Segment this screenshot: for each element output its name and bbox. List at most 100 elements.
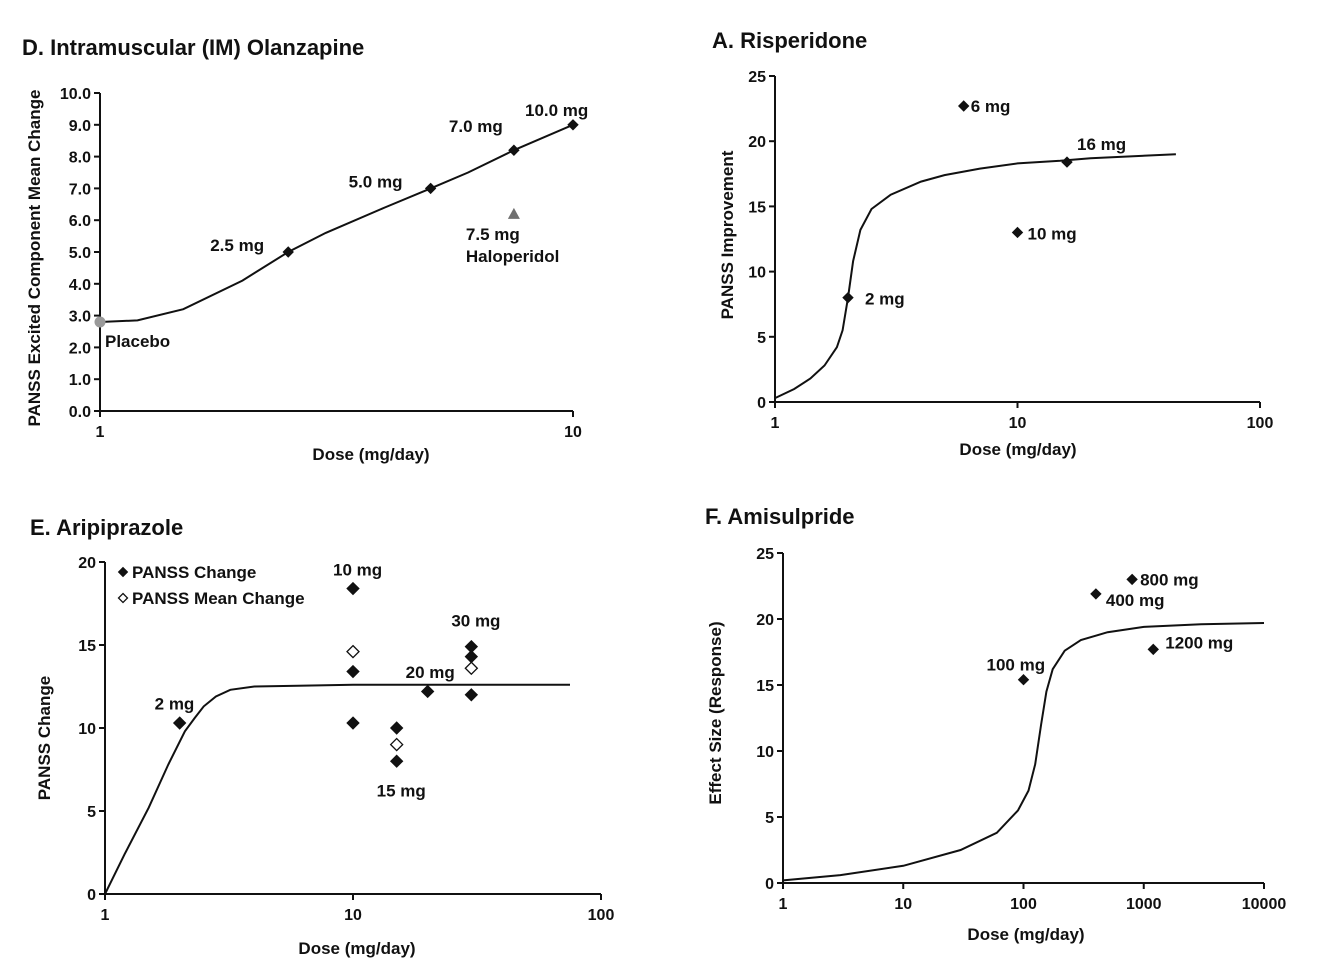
y-tick-label: 20: [756, 612, 774, 629]
chart-title: E. Aripiprazole: [30, 515, 183, 540]
data-point: [424, 182, 437, 195]
fit-curve: [104, 683, 570, 895]
data-point: [957, 100, 970, 112]
data-point: [1090, 588, 1102, 600]
data-point: [346, 664, 360, 679]
aripiprazole-panel: E. Aripiprazole Dose (mg/day) PANSS Change…: [30, 515, 614, 958]
y-tick-label: 0: [757, 395, 766, 412]
x-axis-label: Dose (mg/day): [967, 925, 1084, 944]
dose-label: 10 mg: [333, 561, 382, 580]
x-tick-label: 1: [771, 415, 780, 432]
y-tick-label: 5: [765, 810, 774, 827]
dose-label: 2 mg: [155, 694, 195, 713]
y-tick-label: 9.0: [69, 118, 91, 135]
x-tick-label: 100: [1247, 415, 1274, 432]
x-tick-label: 10000: [1242, 896, 1287, 913]
data-point: [1011, 226, 1024, 239]
y-tick-label: 1.0: [69, 372, 91, 389]
point-label: 16 mg: [1077, 135, 1126, 154]
y-tick-label: 10: [78, 721, 96, 738]
y-tick-label: 4.0: [69, 277, 91, 294]
x-tick-label: 10: [1009, 415, 1027, 432]
legend-marker: [117, 566, 129, 578]
x-tick-label: 1: [779, 896, 788, 913]
legend-label: PANSS Mean Change: [132, 589, 305, 608]
data-point-open: [346, 644, 360, 659]
x-tick-label: 100: [1010, 896, 1037, 913]
y-tick-label: 20: [78, 555, 96, 572]
x-tick-label: 1: [101, 907, 110, 924]
y-tick-label: 8.0: [69, 150, 91, 167]
point-label: 2 mg: [865, 290, 905, 309]
data-point: [346, 716, 360, 730]
y-tick-label: 10: [756, 744, 774, 761]
y-tick-label: 10: [748, 265, 766, 282]
y-axis-label: PANSS Improvement: [718, 150, 737, 319]
data-point: [282, 246, 294, 258]
dose-label: 15 mg: [377, 781, 426, 800]
chart-title: A. Risperidone: [712, 28, 867, 53]
y-tick-label: 7.0: [69, 181, 91, 198]
y-tick-label: 5: [87, 804, 96, 821]
y-tick-label: 25: [756, 546, 774, 563]
y-tick-label: 20: [748, 134, 766, 151]
x-axis-label: Dose (mg/day): [312, 445, 429, 464]
y-tick-label: 15: [78, 638, 96, 655]
data-point: [567, 119, 579, 131]
y-tick-label: 3.0: [69, 309, 91, 326]
chart-title: D. Intramuscular (IM) Olanzapine: [22, 35, 364, 60]
data-point: [1061, 156, 1073, 168]
data-point: [1126, 573, 1138, 586]
x-tick-label: 100: [588, 907, 615, 924]
x-tick-label: 10: [344, 907, 362, 924]
data-point: [464, 688, 479, 702]
data-point: [346, 581, 360, 596]
point-label: 5.0 mg: [349, 172, 403, 191]
point-label: 7.0 mg: [449, 117, 503, 136]
data-point: [420, 684, 435, 699]
point-label: 100 mg: [987, 656, 1046, 675]
y-tick-label: 15: [748, 199, 766, 216]
dose-label: 20 mg: [406, 663, 455, 682]
fit-curve: [782, 622, 1265, 882]
y-tick-label: 10.0: [60, 86, 91, 103]
dose-label: 30 mg: [451, 612, 500, 631]
data-point: [389, 721, 404, 735]
x-axis-label: Dose (mg/day): [959, 440, 1076, 459]
legend-label: PANSS Change: [132, 563, 256, 582]
y-tick-label: 15: [756, 678, 774, 695]
point-label: 2.5 mg: [210, 236, 264, 255]
point-label: 1200 mg: [1165, 633, 1233, 652]
data-point: [389, 754, 404, 768]
x-tick-label: 10: [564, 424, 582, 441]
point-label: Placebo: [105, 332, 170, 351]
amisulpride-panel: F. Amisulpride Dose (mg/day) Effect Size (…: [705, 504, 1286, 944]
point-label: 10.0 mg: [525, 101, 588, 120]
olanzapine-panel: D. Intramuscular (IM) Olanzapine Dose (mg…: [22, 35, 588, 464]
data-point-open: [389, 737, 404, 752]
point-label: 800 mg: [1140, 570, 1199, 589]
y-tick-label: 0: [765, 876, 774, 893]
x-axis-label: Dose (mg/day): [298, 939, 415, 958]
x-tick-label: 1000: [1126, 896, 1162, 913]
point-label: Haloperidol: [466, 247, 560, 266]
data-point: [464, 649, 479, 664]
data-point: [1017, 674, 1030, 686]
placebo-point: [94, 316, 106, 328]
y-axis-label: Effect Size (Response): [706, 621, 725, 804]
x-tick-label: 10: [894, 896, 912, 913]
fit-curve: [99, 123, 574, 323]
chart-title: F. Amisulpride: [705, 504, 855, 529]
haloperidol-point: [507, 207, 520, 219]
y-tick-label: 5.0: [69, 245, 91, 262]
point-label: 6 mg: [971, 97, 1011, 116]
y-tick-label: 5: [757, 330, 766, 347]
data-point-open: [464, 661, 479, 676]
y-axis-label: PANSS Change: [35, 676, 54, 800]
x-tick-label: 1: [96, 424, 105, 441]
data-point: [842, 291, 854, 304]
data-point: [508, 144, 520, 156]
y-tick-label: 25: [748, 69, 766, 86]
y-tick-label: 6.0: [69, 213, 91, 230]
